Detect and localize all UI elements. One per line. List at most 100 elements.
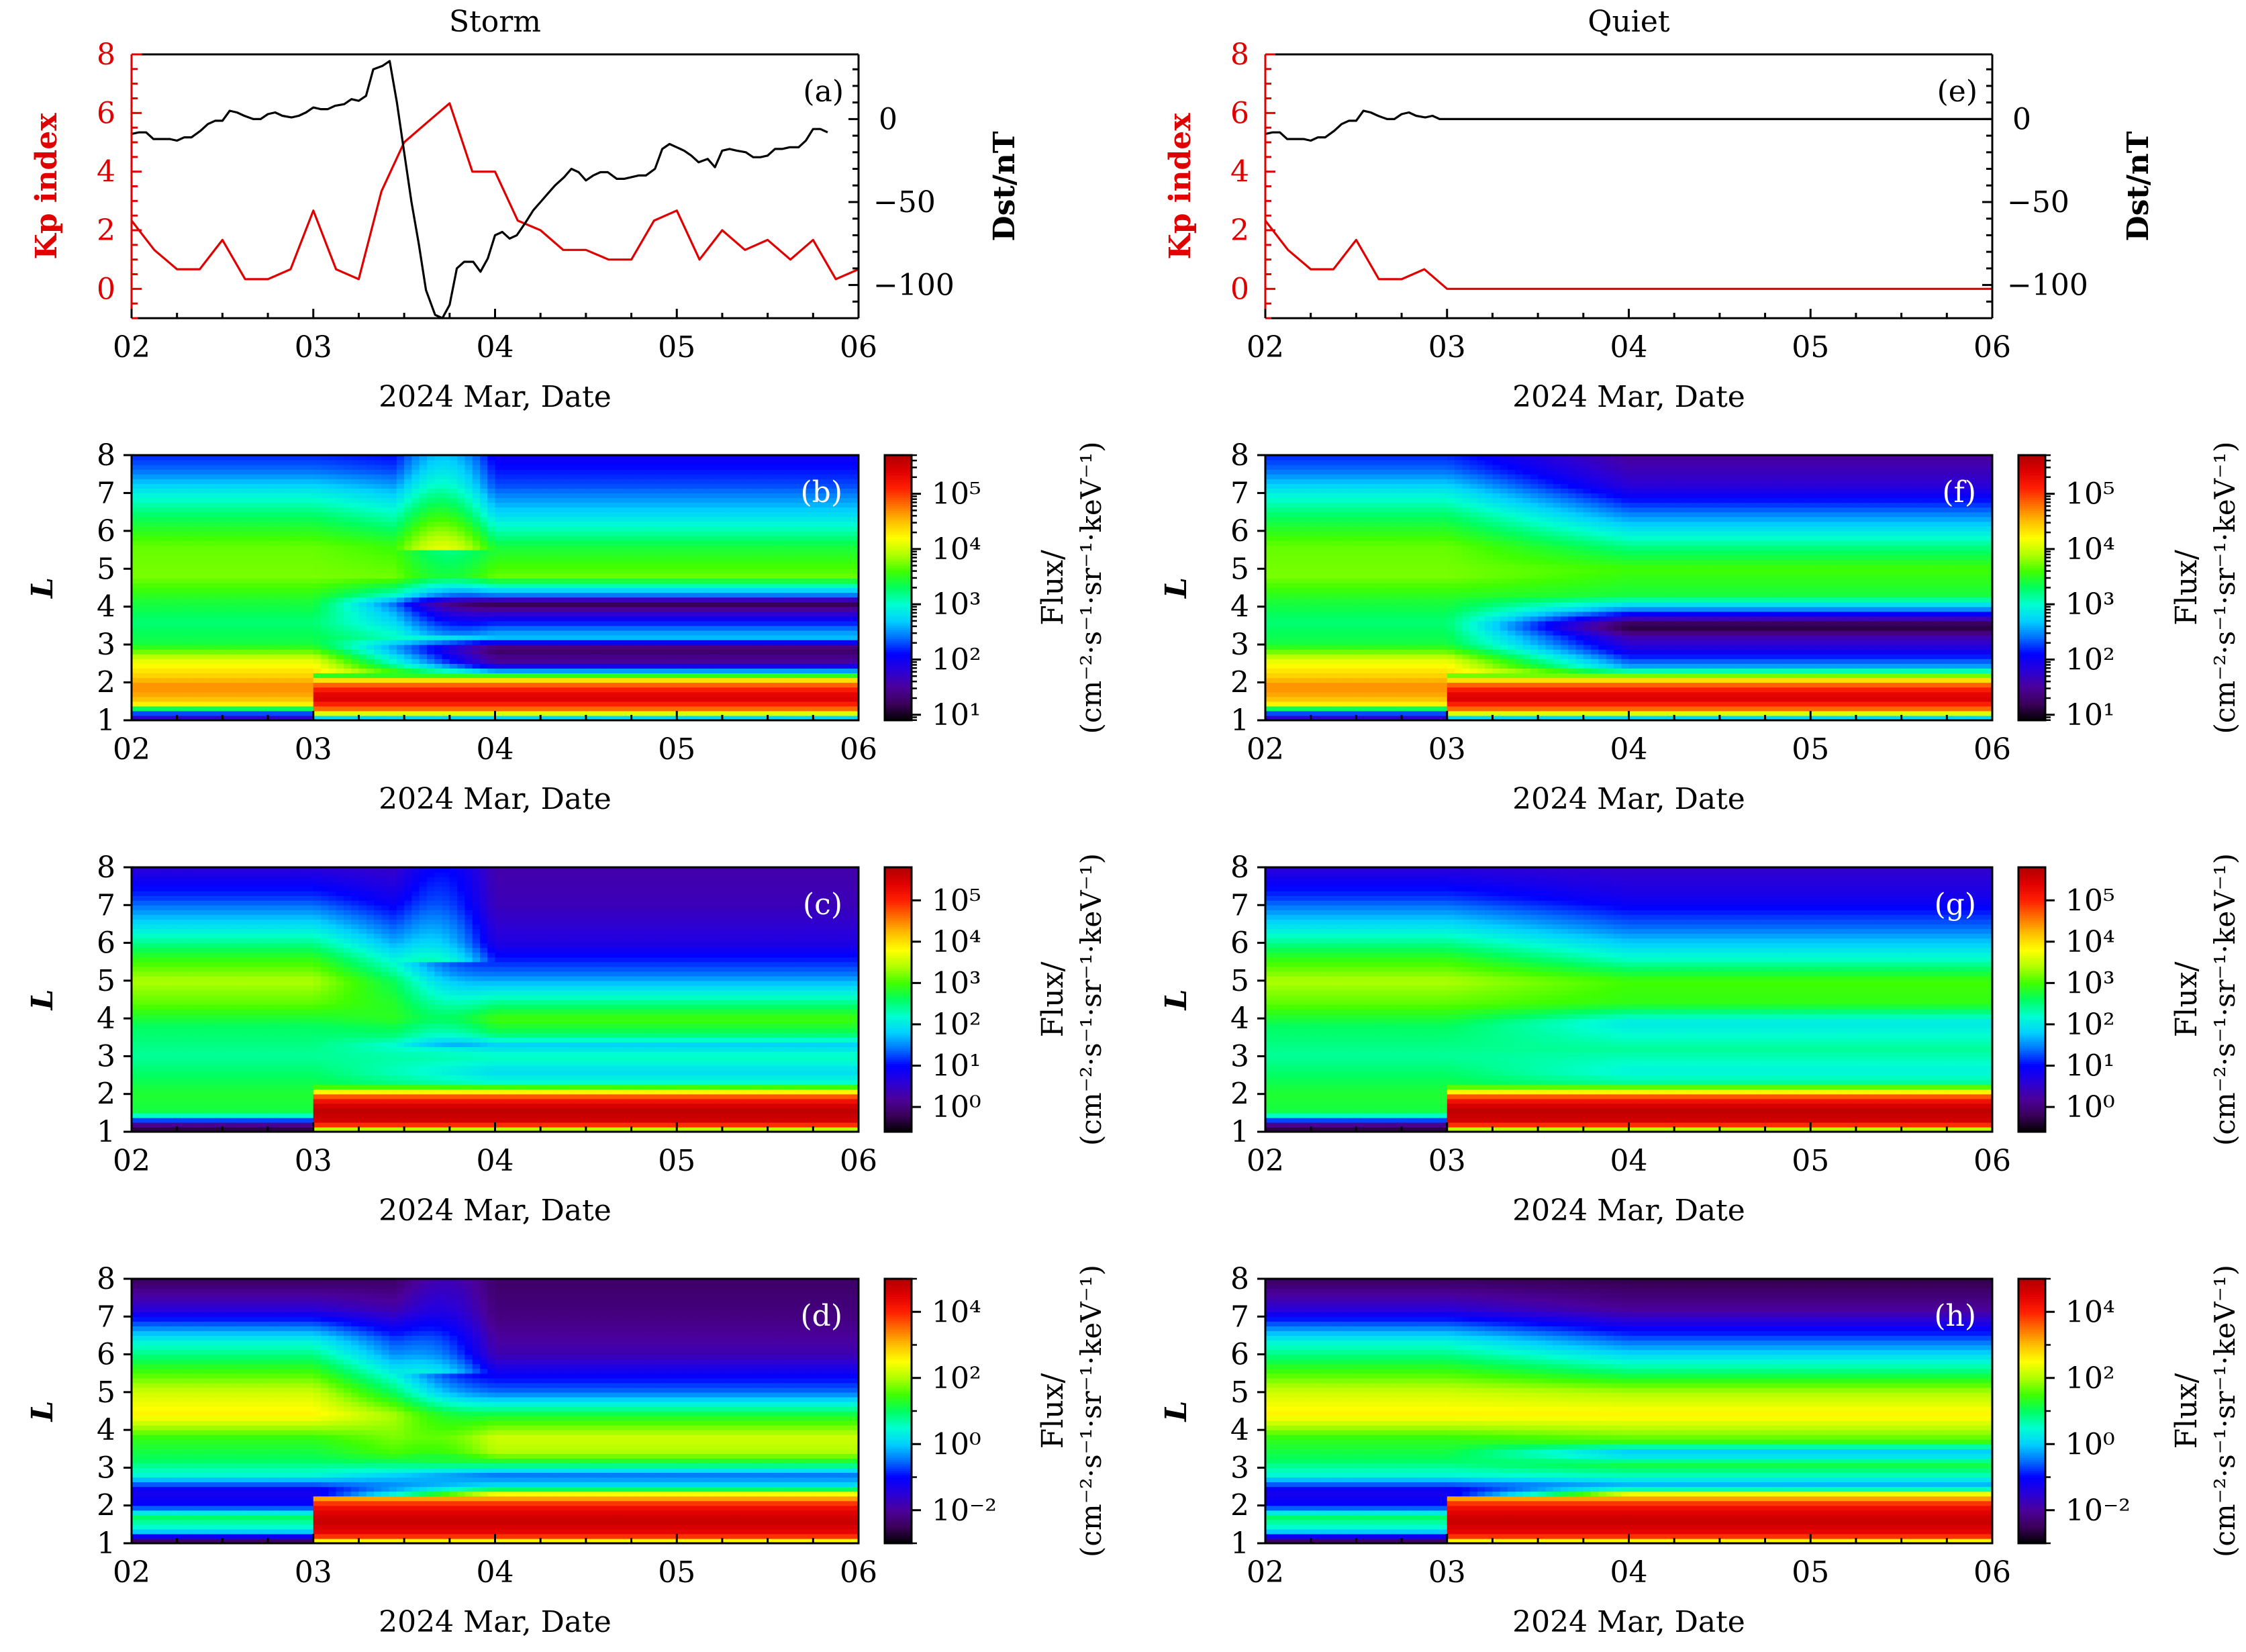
heatmap-cell xyxy=(608,564,617,569)
heatmap-cell xyxy=(366,540,375,546)
heatmap-cell xyxy=(555,677,564,683)
heatmap-cell xyxy=(132,564,140,569)
heatmap-cell xyxy=(661,488,670,494)
heatmap-cell xyxy=(608,516,617,522)
heatmap-cell xyxy=(631,696,640,702)
heatmap-cell xyxy=(654,507,663,513)
heatmap-cell xyxy=(518,630,526,636)
heatmap-cell xyxy=(563,654,571,659)
heatmap-cell xyxy=(737,663,746,669)
heatmap-cell xyxy=(260,635,268,640)
heatmap-cell xyxy=(540,545,549,550)
heatmap-cell xyxy=(457,587,465,593)
heatmap-cell xyxy=(631,649,640,654)
heatmap-cell xyxy=(752,616,761,622)
heatmap-cell xyxy=(555,530,564,536)
heatmap-cell xyxy=(752,592,761,598)
heatmap-cell xyxy=(518,687,526,693)
heatmap-cell xyxy=(237,512,246,518)
heatmap-cell xyxy=(555,601,564,608)
heatmap-cell xyxy=(548,640,556,645)
heatmap-cell xyxy=(624,530,632,536)
heatmap-cell xyxy=(328,687,337,693)
heatmap-cell xyxy=(457,550,465,555)
heatmap-cell xyxy=(321,687,329,693)
heatmap-cell xyxy=(699,715,707,721)
heatmap-cell xyxy=(775,668,783,674)
heatmap-cell xyxy=(358,635,367,640)
heatmap-cell xyxy=(601,630,609,636)
heatmap-cell xyxy=(548,550,556,555)
heatmap-cell xyxy=(328,630,337,636)
heatmap-cell xyxy=(336,682,344,688)
heatmap-cell xyxy=(154,663,162,669)
heatmap-cell xyxy=(313,521,322,527)
kp-tick-label: 4 xyxy=(97,155,115,189)
heatmap-cell xyxy=(404,649,413,654)
heatmap-cell xyxy=(624,583,632,589)
heatmap-cell xyxy=(290,559,299,565)
heatmap-cell xyxy=(290,564,299,569)
heatmap-cell xyxy=(283,469,291,475)
heatmap-cell xyxy=(366,611,375,617)
heatmap-cell xyxy=(548,706,556,712)
heatmap-cell xyxy=(631,483,640,489)
heatmap-cell xyxy=(374,635,382,640)
heatmap-cell xyxy=(684,545,693,550)
heatmap-cell xyxy=(222,687,231,693)
heatmap-cell xyxy=(237,535,246,541)
heatmap-cell xyxy=(260,644,268,650)
heatmap-cell xyxy=(669,687,677,693)
heatmap-cell xyxy=(699,516,707,522)
heatmap-cell xyxy=(624,659,632,664)
heatmap-cell xyxy=(722,521,730,527)
heatmap-cell xyxy=(237,701,246,707)
heatmap-cell xyxy=(548,606,556,612)
heatmap-cell xyxy=(283,507,291,513)
heatmap-cell xyxy=(169,573,178,579)
heatmap-cell xyxy=(411,465,420,470)
heatmap-cell xyxy=(343,488,352,494)
heatmap-cell xyxy=(677,706,685,712)
heatmap-cell xyxy=(358,483,367,489)
heatmap-cell xyxy=(290,606,299,612)
heatmap-cell xyxy=(691,474,700,479)
heatmap-cell xyxy=(479,474,488,479)
heatmap-cell xyxy=(275,469,284,475)
heatmap-cell xyxy=(465,715,473,721)
heatmap-cell xyxy=(192,479,201,484)
heatmap-cell xyxy=(268,601,276,608)
heatmap-cell xyxy=(169,592,178,598)
heatmap-cell xyxy=(510,578,518,584)
heatmap-cell xyxy=(260,640,268,645)
heatmap-cell xyxy=(268,479,276,484)
heatmap-cell xyxy=(752,460,761,465)
heatmap-cell xyxy=(518,578,526,584)
heatmap-cell xyxy=(722,649,730,654)
heatmap-cell xyxy=(162,710,170,716)
heatmap-cell xyxy=(540,696,549,702)
heatmap-cell xyxy=(222,715,231,721)
heatmap-cell xyxy=(313,668,322,674)
heatmap-cell xyxy=(139,677,148,683)
heatmap-cell xyxy=(616,559,624,565)
heatmap-cell xyxy=(374,606,382,612)
heatmap-cell xyxy=(275,663,284,669)
heatmap-cell xyxy=(162,601,170,608)
heatmap-cell xyxy=(313,507,322,513)
heatmap-cell xyxy=(684,550,693,555)
heatmap-cell xyxy=(684,644,693,650)
heatmap-cell xyxy=(154,564,162,569)
heatmap-cell xyxy=(593,587,602,593)
heatmap-cell xyxy=(616,479,624,484)
heatmap-cell xyxy=(169,460,178,465)
heatmap-cell xyxy=(525,530,534,536)
heatmap-cell xyxy=(760,606,769,612)
heatmap-cell xyxy=(230,569,238,574)
heatmap-cell xyxy=(472,682,481,688)
heatmap-cell xyxy=(146,460,155,465)
heatmap-cell xyxy=(737,701,746,707)
heatmap-cell xyxy=(313,687,322,693)
heatmap-cell xyxy=(154,635,162,640)
heatmap-cell xyxy=(669,649,677,654)
